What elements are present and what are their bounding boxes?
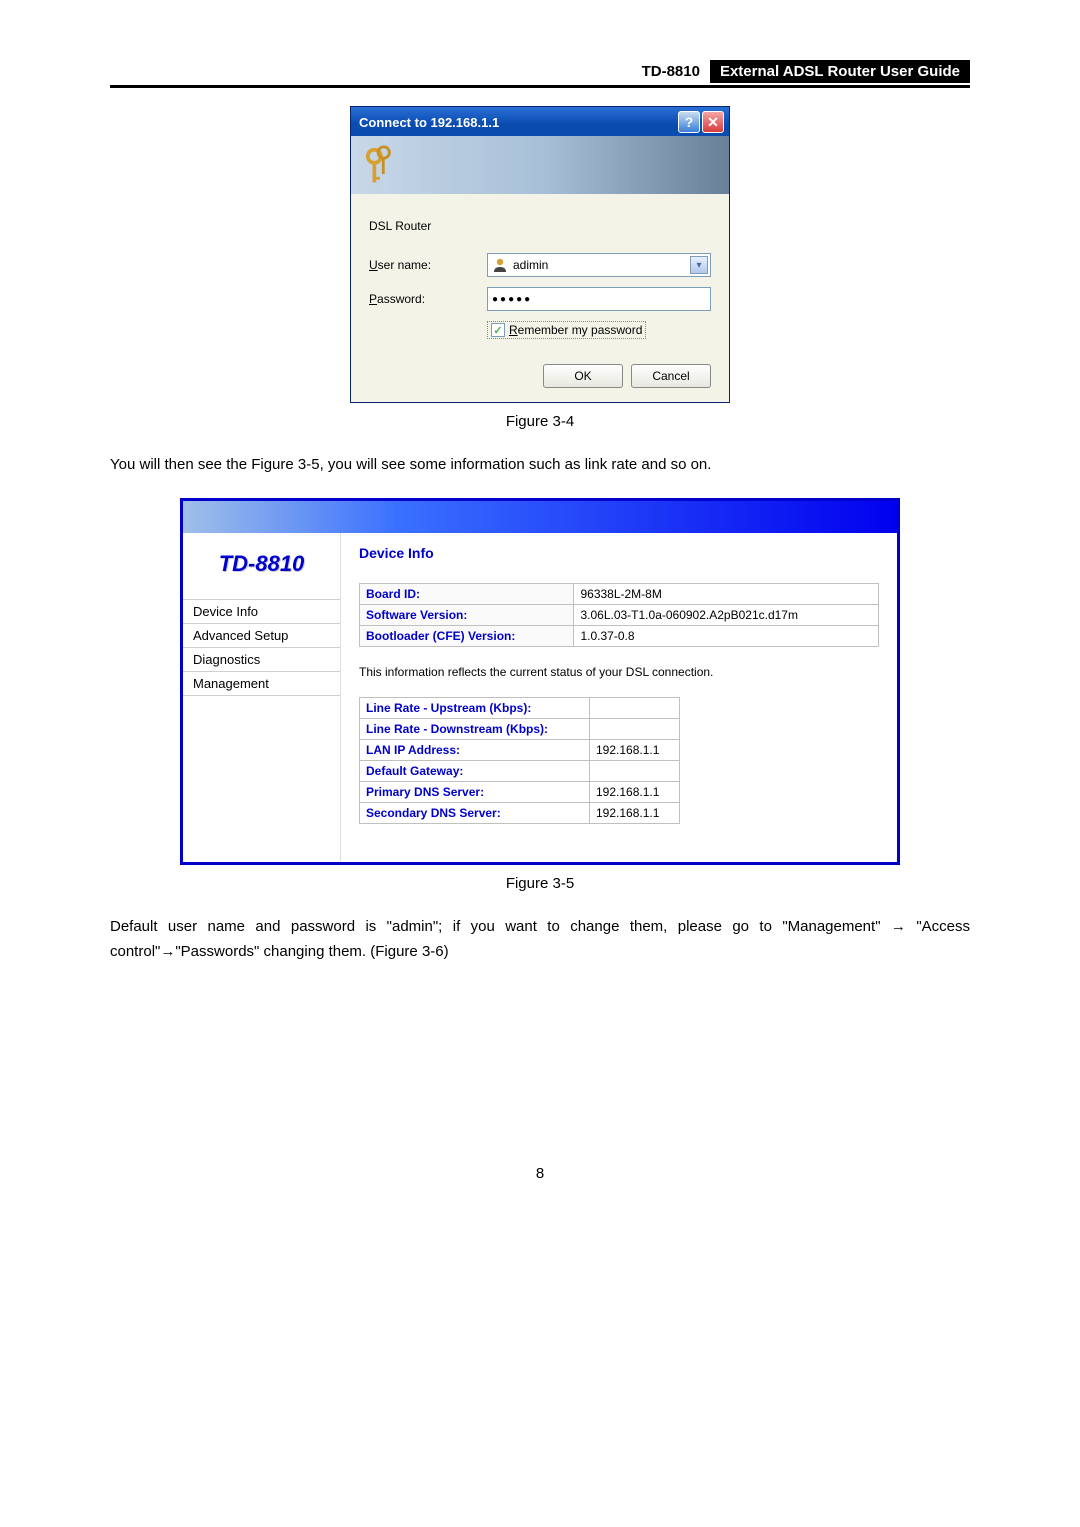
- para-2: Default user name and password is "admin…: [110, 914, 970, 965]
- ok-button[interactable]: OK: [543, 364, 623, 388]
- table-row: Primary DNS Server:192.168.1.1: [360, 781, 680, 802]
- username-value: adimin: [513, 258, 548, 272]
- password-value: ●●●●●: [492, 294, 532, 305]
- username-label: User name:: [369, 258, 487, 272]
- table-row: Line Rate - Downstream (Kbps):: [360, 718, 680, 739]
- table-label: Default Gateway:: [360, 760, 590, 781]
- table-value: 192.168.1.1: [590, 802, 680, 823]
- table-row: Board ID:96338L-2M-8M: [360, 583, 879, 604]
- table-label: Bootloader (CFE) Version:: [360, 625, 574, 646]
- table-label: LAN IP Address:: [360, 739, 590, 760]
- table-value: [590, 760, 680, 781]
- table-row: Software Version:3.06L.03-T1.0a-060902.A…: [360, 604, 879, 625]
- table-label: Software Version:: [360, 604, 574, 625]
- username-input[interactable]: adimin ▾: [487, 253, 711, 277]
- device-label: DSL Router: [369, 219, 711, 233]
- page-header: TD-8810External ADSL Router User Guide: [110, 60, 970, 88]
- help-icon: ?: [685, 114, 694, 130]
- close-button[interactable]: ✕: [702, 111, 724, 133]
- table-row: LAN IP Address:192.168.1.1: [360, 739, 680, 760]
- username-row: User name: adimin ▾: [369, 253, 711, 277]
- table-row: Line Rate - Upstream (Kbps):: [360, 697, 680, 718]
- status-table: Line Rate - Upstream (Kbps):Line Rate - …: [359, 697, 680, 824]
- dialog-titlebar: Connect to 192.168.1.1 ? ✕: [351, 107, 729, 136]
- remember-row[interactable]: ✓ Remember my password: [487, 321, 646, 339]
- model-label: TD-8810: [632, 61, 710, 82]
- table-value: 192.168.1.1: [590, 781, 680, 802]
- chevron-down-icon[interactable]: ▾: [690, 256, 708, 274]
- figure-3-5-caption: Figure 3-5: [110, 875, 970, 892]
- dialog-buttons: OK Cancel: [351, 354, 729, 402]
- panel-heading: Device Info: [359, 545, 879, 561]
- figure-3-4-caption: Figure 3-4: [110, 413, 970, 430]
- nav-item-advanced-setup[interactable]: Advanced Setup: [183, 623, 340, 647]
- table-value: 192.168.1.1: [590, 739, 680, 760]
- login-dialog: Connect to 192.168.1.1 ? ✕ DSL Router Us…: [350, 106, 730, 403]
- logo: TD-8810: [183, 543, 340, 599]
- router-ui: TD-8810 Device InfoAdvanced SetupDiagnos…: [180, 498, 900, 865]
- keys-icon: [361, 145, 393, 185]
- device-info-table: Board ID:96338L-2M-8MSoftware Version:3.…: [359, 583, 879, 647]
- table-value: 96338L-2M-8M: [574, 583, 879, 604]
- nav-item-diagnostics[interactable]: Diagnostics: [183, 647, 340, 671]
- page-number: 8: [110, 1165, 970, 1182]
- main-panel: Device Info Board ID:96338L-2M-8MSoftwar…: [341, 533, 897, 862]
- close-icon: ✕: [707, 114, 719, 131]
- table-label: Secondary DNS Server:: [360, 802, 590, 823]
- guide-title: External ADSL Router User Guide: [710, 60, 970, 83]
- dialog-body: DSL Router User name: adimin ▾ Password:…: [351, 194, 729, 354]
- password-label: Password:: [369, 292, 487, 306]
- table-row: Bootloader (CFE) Version:1.0.37-0.8: [360, 625, 879, 646]
- table-value: 3.06L.03-T1.0a-060902.A2pB021c.d17m: [574, 604, 879, 625]
- para-1: You will then see the Figure 3-5, you wi…: [110, 452, 970, 478]
- table-value: 1.0.37-0.8: [574, 625, 879, 646]
- table-label: Line Rate - Downstream (Kbps):: [360, 718, 590, 739]
- sidebar: TD-8810 Device InfoAdvanced SetupDiagnos…: [183, 533, 341, 862]
- password-input[interactable]: ●●●●●: [487, 287, 711, 311]
- table-row: Default Gateway:: [360, 760, 680, 781]
- remember-checkbox[interactable]: ✓: [491, 323, 505, 337]
- status-note: This information reflects the current st…: [359, 665, 879, 679]
- nav-item-device-info[interactable]: Device Info: [183, 599, 340, 623]
- table-label: Line Rate - Upstream (Kbps):: [360, 697, 590, 718]
- password-row: Password: ●●●●●: [369, 287, 711, 311]
- table-value: [590, 718, 680, 739]
- table-label: Primary DNS Server:: [360, 781, 590, 802]
- user-icon: [492, 257, 508, 273]
- table-value: [590, 697, 680, 718]
- table-row: Secondary DNS Server:192.168.1.1: [360, 802, 680, 823]
- cancel-button[interactable]: Cancel: [631, 364, 711, 388]
- nav-item-management[interactable]: Management: [183, 671, 340, 696]
- help-button[interactable]: ?: [678, 111, 700, 133]
- dialog-title: Connect to 192.168.1.1: [359, 115, 499, 130]
- dialog-banner: [351, 136, 729, 194]
- router-topbar: [183, 501, 897, 533]
- table-label: Board ID:: [360, 583, 574, 604]
- remember-label: Remember my password: [509, 323, 642, 337]
